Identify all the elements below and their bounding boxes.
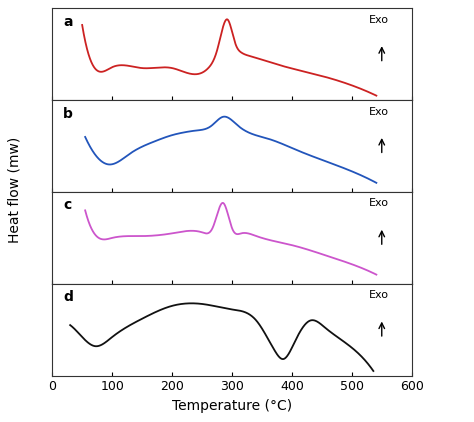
Text: Exo: Exo xyxy=(369,290,389,300)
Text: a: a xyxy=(63,15,73,29)
Text: Exo: Exo xyxy=(369,198,389,208)
X-axis label: Temperature (°C): Temperature (°C) xyxy=(172,399,292,413)
Text: Exo: Exo xyxy=(369,107,389,116)
Text: b: b xyxy=(63,107,73,121)
Text: Exo: Exo xyxy=(369,15,389,25)
Text: c: c xyxy=(63,198,71,212)
Text: d: d xyxy=(63,290,73,304)
Text: Heat flow (mw): Heat flow (mw) xyxy=(7,137,21,243)
